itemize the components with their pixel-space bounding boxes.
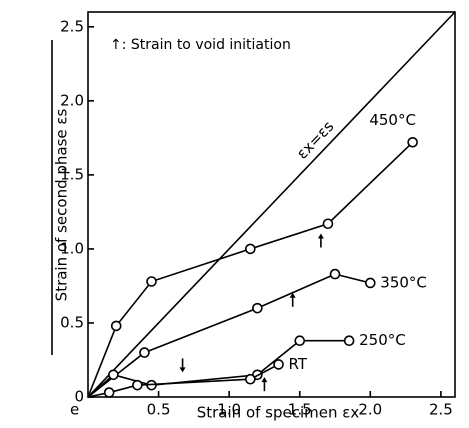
data-point <box>139 347 150 358</box>
data-point <box>407 137 418 148</box>
data-point <box>103 387 115 398</box>
annotation: ↑: Strain to void initiation <box>110 37 291 53</box>
y-tick-label: 1.0 <box>60 239 84 257</box>
data-point <box>343 335 355 347</box>
data-point <box>273 359 284 370</box>
arrow-head <box>289 292 296 298</box>
margin-text: e <box>70 401 79 419</box>
x-tick-label: 2.0 <box>358 401 382 419</box>
series-line <box>87 141 414 398</box>
data-point <box>146 276 157 287</box>
x-tick-label: 2.5 <box>429 401 453 419</box>
series-label: 350°C <box>380 273 427 291</box>
series-label: RT <box>289 355 308 373</box>
plot-frame <box>87 11 456 398</box>
x-tick-label: 0.5 <box>147 401 171 419</box>
x-tick-label: 1.5 <box>288 401 312 419</box>
series-line <box>87 273 371 398</box>
data-point <box>108 369 119 381</box>
arrow-head <box>261 377 268 383</box>
data-point <box>245 373 256 385</box>
series-label: 250°C <box>359 331 406 349</box>
data-point <box>245 243 256 255</box>
data-point <box>252 302 263 314</box>
arrow-head <box>317 233 324 239</box>
reference-label: εx=εs <box>293 117 338 162</box>
data-point <box>322 218 334 230</box>
y-tick-label: 2.5 <box>60 17 84 35</box>
y-axis-label: Strain of second phase εs <box>53 108 71 301</box>
data-point <box>365 277 376 289</box>
arrow-head <box>179 367 186 373</box>
data-point <box>110 320 122 332</box>
x-axis-label: Strain of specimen εx <box>197 404 360 422</box>
y-tick-label: 0 <box>74 388 84 406</box>
series-line <box>87 339 350 398</box>
x-tick-label: 1.0 <box>217 401 241 419</box>
y-tick-label: 0.5 <box>60 313 84 331</box>
reference-line <box>87 11 456 398</box>
data-point <box>294 335 306 347</box>
y-tick-label: 2.0 <box>60 91 84 109</box>
data-point <box>132 379 143 391</box>
y-tick-label: 1.5 <box>60 165 84 183</box>
data-point <box>329 268 341 280</box>
series-label: 450°C <box>369 111 416 129</box>
